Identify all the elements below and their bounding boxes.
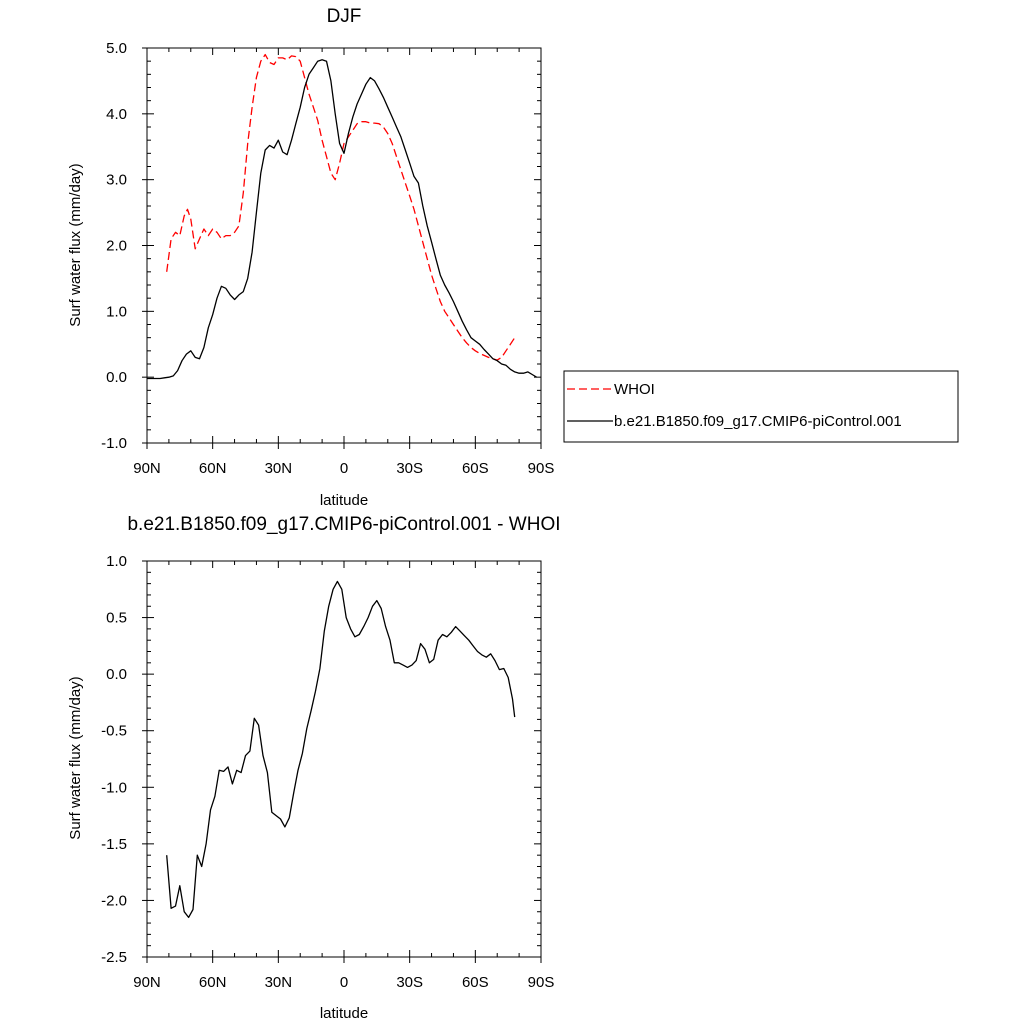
plot-lines <box>147 53 537 380</box>
y-tick-label: 5.0 <box>106 40 127 57</box>
y-axis-label: Surf water flux (mm/day) <box>67 676 84 839</box>
y-tick-label: 0.0 <box>106 666 127 683</box>
x-tick-label: 60S <box>462 974 489 991</box>
x-axis-label: latitude <box>320 492 368 509</box>
x-tick-label: 30N <box>265 460 293 477</box>
legend-label-whoi: WHOI <box>614 381 655 398</box>
y-tick-label: 1.0 <box>106 303 127 320</box>
difference-panel: b.e21.B1850.f09_g17.CMIP6-piControl.001 … <box>67 514 561 1022</box>
x-tick-label: 60N <box>199 460 227 477</box>
x-axis-label: latitude <box>320 1005 368 1022</box>
y-tick-label: 0.5 <box>106 610 127 627</box>
x-tick-label: 90N <box>133 974 161 991</box>
x-tick-label: 30S <box>396 460 423 477</box>
series-line-model <box>166 580 516 919</box>
y-tick-label: 1.0 <box>106 553 127 570</box>
y-tick-label: -1.0 <box>101 779 127 796</box>
y-tick-label: 0.0 <box>106 369 127 386</box>
x-tick-label: 60N <box>199 974 227 991</box>
y-tick-label: -1.5 <box>101 836 127 853</box>
y-tick-label: -2.0 <box>101 892 127 909</box>
djf-panel: DJF Surf water flux (mm/day) latitude 90… <box>67 6 554 509</box>
y-tick-label: 4.0 <box>106 106 127 123</box>
x-tick-label: 30S <box>396 974 423 991</box>
chart-title: DJF <box>327 6 362 27</box>
legend: WHOI b.e21.B1850.f09_g17.CMIP6-piControl… <box>563 370 959 443</box>
y-tick-label: -2.5 <box>101 949 127 966</box>
x-tick-label: 0 <box>340 460 348 477</box>
series-line-model <box>147 59 537 380</box>
y-axis-label: Surf water flux (mm/day) <box>67 163 84 326</box>
plot-lines <box>166 580 516 919</box>
x-tick-label: 90N <box>133 460 161 477</box>
legend-label-model: b.e21.B1850.f09_g17.CMIP6-piControl.001 <box>614 413 902 430</box>
axes-frame: 90N 60N 30N 0 30S 60S 90S -1.0 0.0 1.0 2.0 3.0 4.0 5.… <box>101 40 554 477</box>
x-tick-label: 90S <box>528 974 555 991</box>
x-tick-label: 30N <box>265 974 293 991</box>
y-tick-label: 2.0 <box>106 238 127 255</box>
y-tick-label: -0.5 <box>101 723 127 740</box>
legend-box <box>563 370 959 443</box>
x-tick-label: 60S <box>462 460 489 477</box>
axes-frame: 90N 60N 30N 0 30S 60S 90S -2.5 -2.0 -1.5 -1.0 -0.5 0… <box>101 553 554 991</box>
y-tick-label: -1.0 <box>101 435 127 452</box>
y-tick-label: 3.0 <box>106 172 127 189</box>
chart-title: b.e21.B1850.f09_g17.CMIP6-piControl.001 … <box>127 514 560 535</box>
x-tick-label: 0 <box>340 974 348 991</box>
x-tick-label: 90S <box>528 460 555 477</box>
